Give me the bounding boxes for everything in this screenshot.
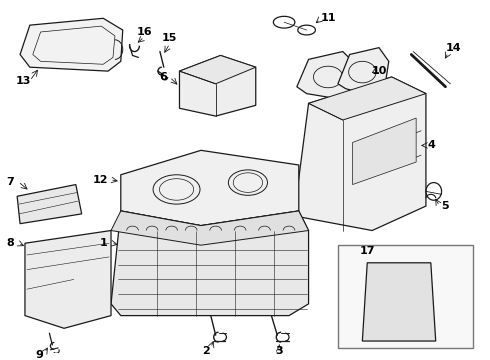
Polygon shape <box>309 77 426 120</box>
Polygon shape <box>338 48 389 95</box>
Text: 3: 3 <box>275 346 283 356</box>
Polygon shape <box>17 185 82 224</box>
Polygon shape <box>363 263 436 341</box>
Polygon shape <box>297 51 356 99</box>
Text: 16: 16 <box>136 27 152 37</box>
Polygon shape <box>294 77 426 230</box>
Polygon shape <box>20 18 123 71</box>
Polygon shape <box>179 55 256 84</box>
Text: 10: 10 <box>371 66 387 76</box>
Text: 15: 15 <box>162 33 177 43</box>
Text: 17: 17 <box>360 246 375 256</box>
Polygon shape <box>25 230 111 328</box>
Text: 1: 1 <box>99 238 107 248</box>
Text: 6: 6 <box>159 72 167 82</box>
Polygon shape <box>111 211 309 245</box>
Text: 4: 4 <box>428 140 436 150</box>
Text: 13: 13 <box>15 76 31 86</box>
Polygon shape <box>121 150 299 226</box>
Text: 5: 5 <box>441 201 449 211</box>
Polygon shape <box>353 118 416 185</box>
Text: 2: 2 <box>202 346 210 356</box>
Text: 9: 9 <box>36 350 44 360</box>
Polygon shape <box>179 55 256 116</box>
Text: 11: 11 <box>320 13 336 23</box>
FancyBboxPatch shape <box>338 245 473 348</box>
Text: 12: 12 <box>93 175 108 185</box>
Text: 7: 7 <box>6 177 14 186</box>
Polygon shape <box>111 211 309 316</box>
Text: 8: 8 <box>6 238 14 248</box>
Text: 14: 14 <box>445 42 461 53</box>
